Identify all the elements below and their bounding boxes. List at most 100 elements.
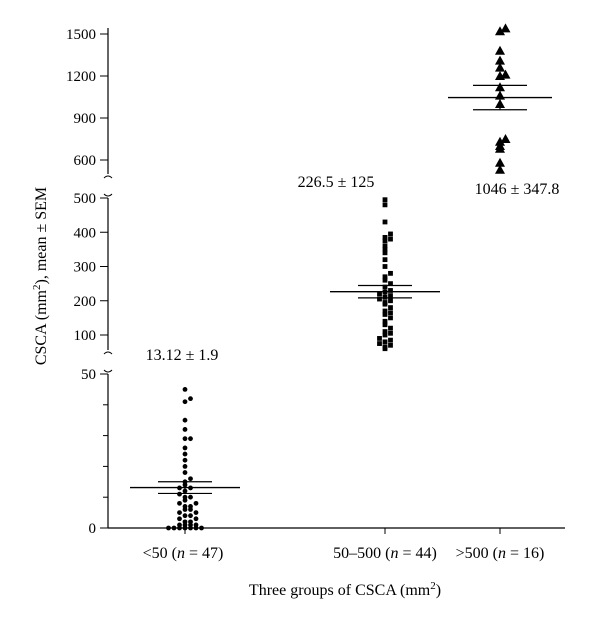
data-point xyxy=(382,202,388,208)
data-point xyxy=(193,500,199,506)
data-point xyxy=(495,55,505,65)
x-axis-title-tail: ) xyxy=(436,582,441,599)
y-tick-label: 100 xyxy=(74,328,97,344)
data-point xyxy=(382,243,388,249)
data-point xyxy=(382,308,388,314)
data-point xyxy=(388,325,393,331)
data-point xyxy=(388,330,393,336)
y-tick-label: 900 xyxy=(74,111,97,127)
data-point xyxy=(388,298,393,304)
data-point xyxy=(500,134,511,143)
y-tick-label: 600 xyxy=(74,153,97,169)
x-axis-title-text: Three groups of CSCA (mm xyxy=(249,582,431,599)
y-ticks: 0 50 100 200 300 400 500 600 900 1200 1500 xyxy=(66,27,108,537)
data-point xyxy=(199,525,204,531)
x-category-label: >500 (n = 16) xyxy=(456,545,545,562)
x-category-label: 50–500 (n = 44) xyxy=(333,545,437,562)
data-point xyxy=(382,318,388,324)
data-point xyxy=(382,339,388,345)
category-label-tail: = 47) xyxy=(185,545,223,562)
data-point xyxy=(388,281,393,287)
data-point xyxy=(188,436,193,442)
data-point xyxy=(171,525,177,531)
data-point xyxy=(382,219,388,225)
data-point xyxy=(182,445,188,451)
data-point xyxy=(388,305,393,310)
data-point xyxy=(495,26,505,36)
data-point xyxy=(182,399,188,405)
axes xyxy=(103,28,565,534)
data-point xyxy=(500,69,511,79)
data-point xyxy=(388,337,393,343)
data-point xyxy=(182,451,188,457)
data-point xyxy=(495,62,505,72)
data-point xyxy=(495,157,505,167)
data-point xyxy=(382,274,388,280)
data-point xyxy=(377,296,382,302)
data-point xyxy=(382,312,388,317)
y-tick-label: 500 xyxy=(74,191,97,207)
data-point xyxy=(182,457,188,463)
data-point xyxy=(382,277,388,283)
data-point xyxy=(377,291,382,297)
data-point xyxy=(388,315,393,321)
axis-break-mark xyxy=(103,193,113,197)
data-point xyxy=(500,23,511,33)
data-point xyxy=(382,234,388,240)
axis-break-mark xyxy=(103,351,113,355)
group-annotation: 13.12 ± 1.9 xyxy=(146,347,219,364)
group-annotation: 1046 ± 347.8 xyxy=(475,181,560,198)
data-point xyxy=(193,522,199,528)
data-point xyxy=(166,525,171,531)
data-point xyxy=(382,300,388,305)
data-point xyxy=(182,417,188,423)
data-point xyxy=(182,436,188,442)
category-label-tail: = 16) xyxy=(506,545,544,562)
y-tick-label: 50 xyxy=(81,367,96,383)
y-axis-title-sup: 2 xyxy=(31,285,43,291)
data-point xyxy=(388,342,393,348)
y-axis-title: CSCA (mm2), mean ± SEM xyxy=(31,187,50,365)
data-point xyxy=(382,246,388,252)
data-point xyxy=(382,238,388,244)
y-axis-title-tail: ), mean ± SEM xyxy=(33,187,50,285)
data-point xyxy=(495,136,505,146)
data-point xyxy=(188,504,193,509)
y-axis-title-text: CSCA (mm xyxy=(33,289,50,365)
data-point xyxy=(177,522,182,528)
data-point xyxy=(388,288,393,293)
data-point xyxy=(188,396,193,402)
category-label-n: n xyxy=(498,545,506,562)
data-point xyxy=(188,513,193,519)
category-label-text: <50 ( xyxy=(143,545,177,562)
data-point xyxy=(495,164,505,174)
y-tick-label: 200 xyxy=(74,294,97,310)
data-point xyxy=(188,519,193,525)
data-point xyxy=(388,310,393,316)
y-tick-label: 1500 xyxy=(66,27,96,43)
data-point xyxy=(382,329,388,334)
data-point xyxy=(495,45,505,55)
data-point xyxy=(182,504,188,509)
data-point xyxy=(382,197,388,203)
data-point xyxy=(182,464,188,469)
category-label-tail: = 44) xyxy=(398,545,436,562)
data-point xyxy=(177,491,182,497)
y-tick-label: 0 xyxy=(89,521,97,537)
data-point xyxy=(377,336,382,341)
data-point xyxy=(382,344,388,350)
data-point xyxy=(182,387,188,392)
data-point xyxy=(188,494,193,500)
category-label-n: n xyxy=(177,545,185,562)
data-point xyxy=(382,257,388,263)
data-point xyxy=(177,510,182,515)
data-point xyxy=(377,341,382,346)
y-tick-label: 400 xyxy=(74,225,97,241)
x-category-label: <50 (n = 47) xyxy=(143,545,224,562)
data-point xyxy=(193,516,199,522)
axis-break-mark xyxy=(103,175,113,179)
data-point xyxy=(182,470,188,475)
data-point xyxy=(177,500,182,506)
data-point xyxy=(388,270,393,276)
